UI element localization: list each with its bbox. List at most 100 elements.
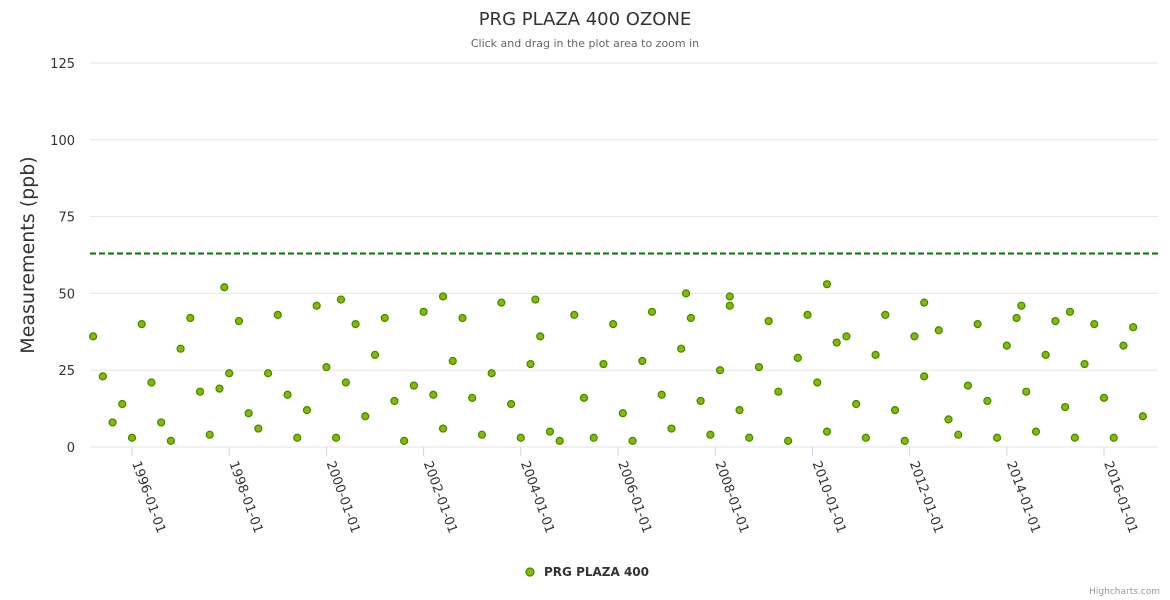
data-point[interactable] bbox=[341, 378, 350, 387]
data-point[interactable] bbox=[944, 415, 953, 424]
data-point[interactable] bbox=[1070, 433, 1079, 442]
data-point[interactable] bbox=[725, 301, 734, 310]
data-point[interactable] bbox=[361, 412, 370, 421]
data-point[interactable] bbox=[351, 320, 360, 329]
data-point[interactable] bbox=[477, 430, 487, 439]
data-point[interactable] bbox=[1109, 433, 1118, 442]
data-point[interactable] bbox=[963, 381, 973, 390]
data-point[interactable] bbox=[735, 406, 744, 415]
data-point[interactable] bbox=[1031, 427, 1041, 436]
data-point[interactable] bbox=[225, 369, 234, 378]
data-point[interactable] bbox=[273, 310, 282, 320]
data-point[interactable] bbox=[803, 310, 812, 320]
data-point[interactable] bbox=[1012, 313, 1021, 323]
data-point[interactable] bbox=[263, 369, 273, 378]
data-point[interactable] bbox=[332, 433, 341, 442]
legend[interactable]: PRG PLAZA 400 bbox=[525, 565, 649, 579]
data-point[interactable] bbox=[920, 298, 929, 307]
data-point[interactable] bbox=[293, 433, 302, 442]
data-point[interactable] bbox=[555, 436, 564, 445]
data-point[interactable] bbox=[715, 366, 725, 375]
data-point[interactable] bbox=[992, 433, 1002, 442]
data-point[interactable] bbox=[254, 424, 263, 433]
data-point[interactable] bbox=[920, 372, 929, 381]
data-point[interactable] bbox=[1002, 341, 1011, 350]
data-point[interactable] bbox=[618, 409, 627, 418]
data-point[interactable] bbox=[127, 433, 137, 442]
data-point[interactable] bbox=[842, 332, 851, 341]
data-point[interactable] bbox=[438, 424, 448, 433]
data-point[interactable] bbox=[983, 396, 992, 406]
data-point[interactable] bbox=[400, 436, 409, 445]
data-point[interactable] bbox=[220, 283, 229, 292]
data-point[interactable] bbox=[497, 298, 506, 307]
data-point[interactable] bbox=[536, 332, 545, 341]
data-point[interactable] bbox=[1041, 350, 1050, 359]
data-point[interactable] bbox=[322, 363, 331, 372]
data-point[interactable] bbox=[244, 409, 253, 418]
data-point[interactable] bbox=[458, 313, 467, 323]
data-point[interactable] bbox=[438, 292, 448, 301]
data-point[interactable] bbox=[745, 433, 754, 442]
data-point[interactable] bbox=[1080, 359, 1089, 369]
data-point[interactable] bbox=[934, 326, 943, 335]
data-point[interactable] bbox=[822, 280, 832, 289]
data-point[interactable] bbox=[370, 350, 380, 359]
data-point[interactable] bbox=[681, 289, 691, 298]
data-point[interactable] bbox=[599, 359, 608, 369]
data-point[interactable] bbox=[638, 356, 647, 366]
data-point[interactable] bbox=[667, 424, 676, 433]
data-point[interactable] bbox=[166, 436, 175, 445]
data-point[interactable] bbox=[1061, 402, 1070, 412]
data-point[interactable] bbox=[1065, 307, 1075, 316]
data-point[interactable] bbox=[657, 390, 666, 399]
data-point[interactable] bbox=[609, 320, 618, 329]
data-point[interactable] bbox=[195, 387, 205, 396]
data-point[interactable] bbox=[205, 430, 214, 439]
data-point[interactable] bbox=[176, 344, 185, 353]
data-point[interactable] bbox=[1099, 393, 1109, 402]
data-point[interactable] bbox=[448, 356, 457, 366]
data-point[interactable] bbox=[1129, 323, 1138, 332]
legend-item-prg-plaza-400[interactable]: PRG PLAZA 400 bbox=[544, 565, 649, 579]
data-point[interactable] bbox=[793, 353, 802, 363]
data-point[interactable] bbox=[1017, 301, 1026, 310]
credits-link[interactable]: Highcharts.com bbox=[1089, 587, 1160, 597]
data-point[interactable] bbox=[774, 387, 783, 396]
data-point[interactable] bbox=[706, 430, 715, 439]
data-point[interactable] bbox=[1051, 316, 1060, 326]
data-point[interactable] bbox=[954, 430, 963, 439]
data-point[interactable] bbox=[302, 406, 312, 415]
data-point[interactable] bbox=[380, 313, 389, 323]
data-point[interactable] bbox=[686, 313, 696, 323]
legend-marker[interactable] bbox=[525, 567, 535, 577]
data-point[interactable] bbox=[1138, 412, 1147, 421]
data-point[interactable] bbox=[234, 316, 244, 326]
data-point[interactable] bbox=[881, 310, 890, 320]
data-point[interactable] bbox=[215, 384, 224, 393]
data-point[interactable] bbox=[832, 338, 841, 347]
data-point[interactable] bbox=[696, 396, 705, 406]
data-point[interactable] bbox=[783, 436, 793, 445]
data-point[interactable] bbox=[910, 332, 919, 341]
data-point[interactable] bbox=[861, 433, 870, 442]
data-point[interactable] bbox=[822, 427, 832, 436]
data-point[interactable] bbox=[890, 406, 900, 415]
data-point[interactable] bbox=[429, 390, 438, 399]
data-point[interactable] bbox=[852, 399, 861, 409]
data-point[interactable] bbox=[157, 418, 166, 427]
data-point[interactable] bbox=[506, 399, 516, 409]
data-point[interactable] bbox=[419, 307, 428, 316]
data-point[interactable] bbox=[589, 433, 598, 442]
data-point[interactable] bbox=[516, 433, 525, 442]
data-point[interactable] bbox=[764, 316, 773, 326]
data-point[interactable] bbox=[526, 359, 535, 369]
data-point[interactable] bbox=[973, 320, 982, 329]
data-point[interactable] bbox=[570, 310, 579, 320]
data-point[interactable] bbox=[186, 313, 195, 323]
data-point[interactable] bbox=[137, 320, 146, 329]
data-point[interactable] bbox=[813, 378, 822, 387]
data-point[interactable] bbox=[900, 436, 909, 445]
data-point[interactable] bbox=[1022, 387, 1031, 396]
